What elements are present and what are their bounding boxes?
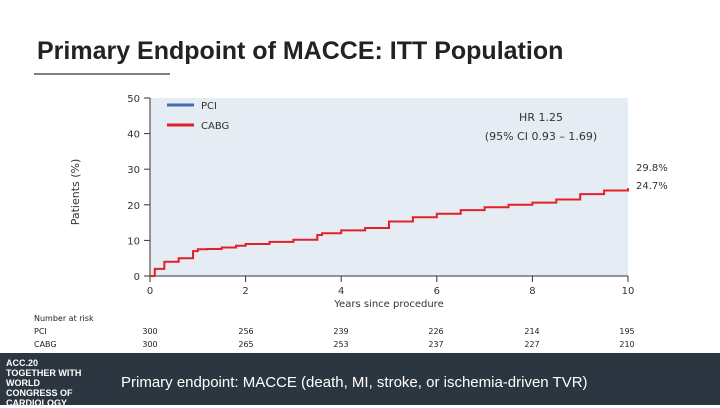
y-tick-label-50: 50 [127, 94, 140, 105]
risk-row-label-pci: PCI [34, 327, 47, 336]
risk-row-label-cabg: CABG [34, 340, 57, 349]
risk-cabg-2: 265 [238, 340, 254, 349]
footer-bar [0, 353, 720, 405]
y-tick-label-10: 10 [127, 236, 140, 247]
risk-cabg-6: 237 [428, 340, 444, 349]
legend-label-pci: PCI [201, 101, 217, 112]
x-tick-label-10: 10 [622, 286, 635, 297]
x-tick-label-6: 6 [434, 286, 440, 297]
x-tick-label-0: 0 [147, 286, 153, 297]
end-label-cabg: 24.7% [636, 181, 668, 192]
risk-pci-4: 239 [333, 327, 349, 336]
risk-pci-6: 226 [428, 327, 444, 336]
risk-cabg-10: 210 [619, 340, 635, 349]
y-tick-label-20: 20 [127, 201, 140, 212]
footer-caption: Primary endpoint: MACCE (death, MI, stro… [121, 374, 588, 391]
y-axis-label: Patients (%) [69, 159, 82, 226]
x-axis-label: Years since procedure [333, 299, 443, 310]
risk-cabg-4: 253 [333, 340, 349, 349]
legend-label-cabg: CABG [201, 121, 229, 132]
y-tick-label-30: 30 [127, 165, 140, 176]
congress-logo: ACC.20 TOGETHER WITH WORLD CONGRESS OF C… [6, 358, 82, 408]
risk-pci-8: 214 [524, 327, 540, 336]
risk-pci-10: 195 [619, 327, 635, 336]
risk-cabg-8: 227 [524, 340, 540, 349]
end-label-pci: 29.8% [636, 163, 668, 174]
slide-title: Primary Endpoint of MACCE: ITT Populatio… [37, 37, 564, 65]
x-tick-label-4: 4 [338, 286, 344, 297]
hr-annotation: HR 1.25 [519, 111, 563, 124]
series-line-cabg [150, 188, 629, 277]
title-underline [34, 73, 170, 75]
y-tick-label-0: 0 [134, 272, 140, 283]
risk-table-heading: Number at risk [34, 314, 94, 323]
x-tick-label-2: 2 [242, 286, 248, 297]
plot-area [150, 98, 628, 276]
x-tick-label-8: 8 [529, 286, 535, 297]
y-tick-label-40: 40 [127, 130, 140, 141]
ci-annotation: (95% CI 0.93 – 1.69) [485, 130, 597, 143]
risk-cabg-0: 300 [142, 340, 158, 349]
risk-pci-2: 256 [238, 327, 254, 336]
risk-pci-0: 300 [142, 327, 158, 336]
